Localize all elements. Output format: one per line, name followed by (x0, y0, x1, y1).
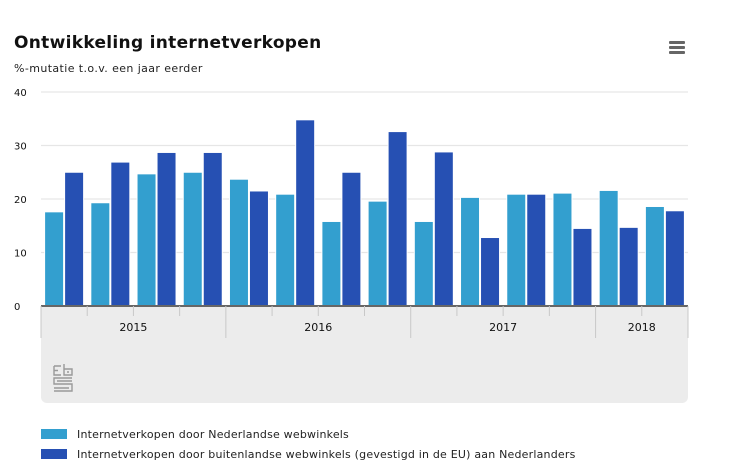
legend-swatch-nl (41, 429, 67, 439)
y-tick-label: 10 (14, 249, 27, 260)
bar-foreign-webshops[interactable] (202, 151, 223, 307)
legend-swatch-foreign (41, 449, 67, 459)
bar-foreign-webshops[interactable] (526, 193, 547, 307)
cbs-logo-icon (53, 364, 73, 392)
bar-nl-webshops[interactable] (460, 196, 481, 307)
legend-item-foreign-webshops[interactable]: Internetverkopen door buitenlandse webwi… (41, 444, 576, 464)
bar-nl-webshops[interactable] (506, 193, 527, 307)
legend-label: Internetverkopen door buitenlandse webwi… (77, 447, 576, 461)
bar-nl-webshops[interactable] (413, 220, 434, 307)
bar-nl-webshops[interactable] (182, 171, 203, 307)
bar-foreign-webshops[interactable] (64, 171, 85, 307)
legend-item-nl-webshops[interactable]: Internetverkopen door Nederlandse webwin… (41, 424, 576, 444)
bar-foreign-webshops[interactable] (156, 151, 177, 307)
bar-foreign-webshops[interactable] (295, 119, 316, 307)
bar-chart: 0 10 20 30 40 2015 2016 2017 2018 (14, 88, 689, 338)
x-group-label: 2018 (628, 321, 656, 334)
bar-nl-webshops[interactable] (228, 178, 249, 307)
bar-nl-webshops[interactable] (321, 220, 342, 307)
axis-footer-panel (41, 306, 688, 403)
x-group-label: 2017 (489, 321, 517, 334)
y-tick-label: 20 (14, 195, 27, 206)
bar-nl-webshops[interactable] (552, 192, 573, 307)
bar-foreign-webshops[interactable] (341, 171, 362, 307)
bar-foreign-webshops[interactable] (664, 210, 685, 307)
legend-label: Internetverkopen door Nederlandse webwin… (77, 427, 349, 441)
bar-nl-webshops[interactable] (275, 193, 296, 307)
menu-line (669, 46, 685, 49)
legend: Internetverkopen door Nederlandse webwin… (41, 424, 576, 464)
bar-foreign-webshops[interactable] (618, 226, 639, 307)
x-group-label: 2016 (304, 321, 332, 334)
hamburger-menu-icon[interactable] (666, 38, 688, 58)
bar-foreign-webshops[interactable] (110, 161, 131, 307)
y-tick-label: 30 (14, 142, 27, 153)
bar-nl-webshops[interactable] (90, 202, 111, 307)
x-group-label: 2015 (119, 321, 147, 334)
bar-nl-webshops[interactable] (136, 173, 157, 307)
bar-nl-webshops[interactable] (644, 205, 665, 307)
chart-title: Ontwikkeling internetverkopen (14, 33, 322, 53)
bar-foreign-webshops[interactable] (433, 151, 454, 307)
menu-line (669, 41, 685, 44)
chart-subtitle: %-mutatie t.o.v. een jaar eerder (14, 62, 203, 75)
y-tick-label: 40 (14, 88, 27, 99)
y-tick-label: 0 (14, 302, 20, 313)
bar-foreign-webshops[interactable] (572, 227, 593, 307)
bar-nl-webshops[interactable] (44, 211, 65, 307)
menu-line (669, 51, 685, 54)
bar-nl-webshops[interactable] (598, 189, 619, 307)
bar-foreign-webshops[interactable] (248, 190, 269, 307)
bar-nl-webshops[interactable] (367, 200, 388, 307)
bar-foreign-webshops[interactable] (480, 237, 501, 307)
bar-foreign-webshops[interactable] (387, 131, 408, 307)
